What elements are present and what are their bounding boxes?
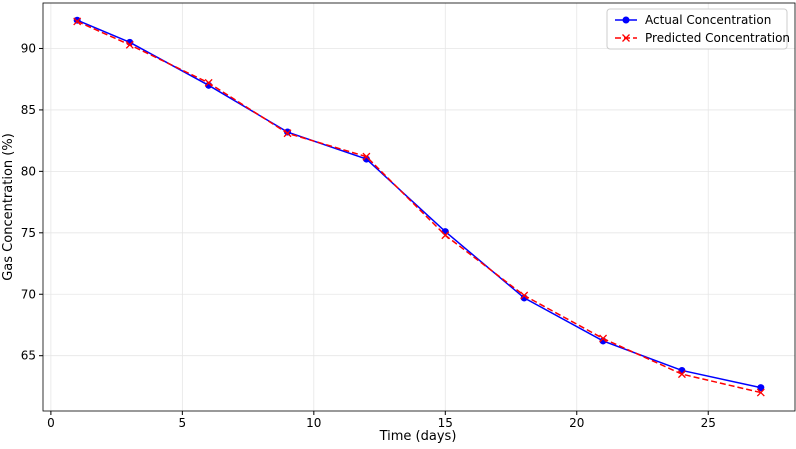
x-tick-label: 15 xyxy=(438,416,453,430)
y-tick-label: 80 xyxy=(21,164,36,178)
point xyxy=(441,231,450,240)
y-tick-label: 90 xyxy=(21,41,36,55)
point xyxy=(204,78,213,87)
point xyxy=(284,128,292,136)
x-tick-label: 5 xyxy=(179,416,187,430)
x-tick-label: 25 xyxy=(701,416,716,430)
legend-marker xyxy=(622,34,630,42)
y-tick-label: 65 xyxy=(21,349,36,363)
legend: Actual Concentration Predicted Concentrat… xyxy=(606,8,790,50)
legend-marker xyxy=(622,16,630,24)
point xyxy=(283,129,292,138)
point xyxy=(362,152,371,161)
legend-label: Predicted Concentration xyxy=(645,31,790,45)
point xyxy=(677,370,686,379)
legend-label: Actual Concentration xyxy=(645,13,771,27)
y-axis-label: Gas Concentration (%) xyxy=(1,133,16,281)
point xyxy=(520,291,529,300)
x-axis-label: Time (days) xyxy=(379,429,457,444)
point xyxy=(362,155,370,163)
plot-frame xyxy=(42,2,796,412)
legend-box xyxy=(606,8,788,50)
y-tick-label: 85 xyxy=(21,103,36,117)
point xyxy=(73,17,82,26)
point xyxy=(599,334,608,343)
point xyxy=(756,388,765,397)
x-tick-label: 10 xyxy=(306,416,321,430)
y-tick-label: 75 xyxy=(21,226,36,240)
x-tick-label: 0 xyxy=(47,416,55,430)
series-line xyxy=(76,20,761,394)
point xyxy=(125,40,134,49)
y-tick-label: 70 xyxy=(21,287,36,301)
point xyxy=(757,384,765,392)
x-tick-label: 20 xyxy=(569,416,584,430)
series-line xyxy=(76,19,761,389)
point xyxy=(441,228,449,236)
